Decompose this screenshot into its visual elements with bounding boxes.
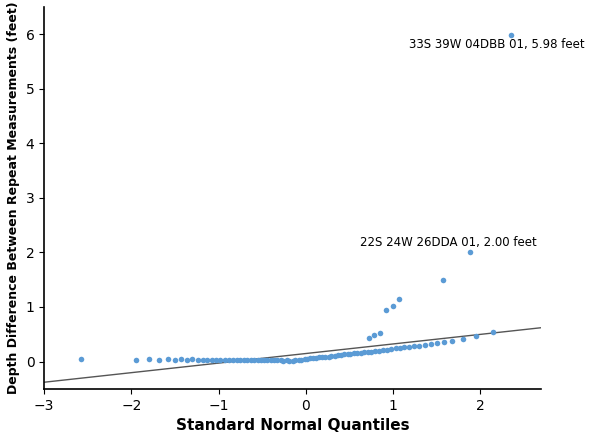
Point [356, 349, 365, 356]
Point [367, 348, 376, 355]
Point [394, 295, 404, 302]
Point [448, 337, 457, 344]
Point [272, 357, 282, 364]
Point [300, 356, 310, 363]
Point [76, 356, 86, 363]
Point [438, 276, 448, 283]
Point [253, 357, 263, 364]
Point [290, 357, 300, 364]
Point [232, 357, 242, 364]
Text: 22S 24W 26DDA 01, 2.00 feet: 22S 24W 26DDA 01, 2.00 feet [360, 236, 536, 249]
Point [193, 356, 202, 363]
Point [439, 338, 449, 345]
Point [236, 357, 245, 364]
Point [224, 357, 234, 364]
Point [220, 356, 230, 363]
Point [324, 353, 334, 360]
Point [374, 347, 384, 354]
Point [369, 331, 379, 338]
Point [263, 357, 272, 364]
Point [259, 357, 269, 364]
Point [375, 329, 385, 336]
Point [250, 357, 259, 364]
Point [404, 343, 413, 350]
Point [211, 356, 221, 363]
Point [176, 356, 186, 363]
X-axis label: Standard Normal Quantiles: Standard Normal Quantiles [176, 418, 410, 433]
Point [420, 341, 430, 348]
Point [458, 335, 468, 342]
Point [228, 357, 238, 364]
Point [278, 357, 288, 364]
Point [382, 306, 391, 313]
Point [170, 356, 180, 363]
Point [215, 356, 225, 363]
Point [388, 302, 398, 309]
Point [257, 357, 266, 364]
Point [330, 352, 340, 359]
Point [409, 343, 419, 350]
Point [266, 357, 276, 364]
Point [239, 357, 249, 364]
Point [305, 355, 315, 362]
Point [294, 357, 304, 364]
Point [336, 352, 346, 359]
Point [364, 334, 373, 341]
Point [308, 354, 317, 361]
Point [154, 356, 164, 363]
Point [343, 351, 353, 358]
Point [131, 357, 140, 364]
Point [317, 354, 327, 361]
Point [391, 345, 401, 352]
Point [370, 348, 380, 355]
Point [346, 350, 355, 357]
Point [276, 357, 286, 364]
Point [465, 249, 475, 256]
Point [246, 357, 256, 364]
Point [202, 356, 212, 363]
Point [353, 350, 362, 357]
Point [284, 357, 294, 364]
Point [207, 356, 217, 363]
Point [426, 341, 436, 348]
Point [302, 355, 311, 362]
Text: 33S 39W 04DBB 01, 5.98 feet: 33S 39W 04DBB 01, 5.98 feet [409, 37, 584, 51]
Point [182, 356, 192, 363]
Point [400, 344, 409, 351]
Point [242, 357, 252, 364]
Point [471, 332, 481, 339]
Point [506, 32, 515, 39]
Point [415, 342, 424, 349]
Point [340, 351, 349, 358]
Point [163, 356, 173, 363]
Point [386, 345, 396, 352]
Y-axis label: Depth Difference Between Repeat Measurements (feet): Depth Difference Between Repeat Measurem… [7, 2, 20, 394]
Point [314, 354, 324, 361]
Point [282, 357, 292, 364]
Point [198, 356, 208, 363]
Point [363, 349, 373, 356]
Point [349, 350, 359, 357]
Point [326, 352, 336, 359]
Point [188, 356, 197, 363]
Point [144, 356, 154, 363]
Point [334, 352, 343, 359]
Point [359, 349, 369, 356]
Point [378, 347, 388, 354]
Point [395, 345, 405, 352]
Point [269, 357, 278, 364]
Point [382, 346, 392, 353]
Point [288, 357, 298, 364]
Point [488, 329, 498, 336]
Point [432, 339, 442, 346]
Point [320, 353, 330, 360]
Point [296, 356, 306, 363]
Point [311, 354, 321, 361]
